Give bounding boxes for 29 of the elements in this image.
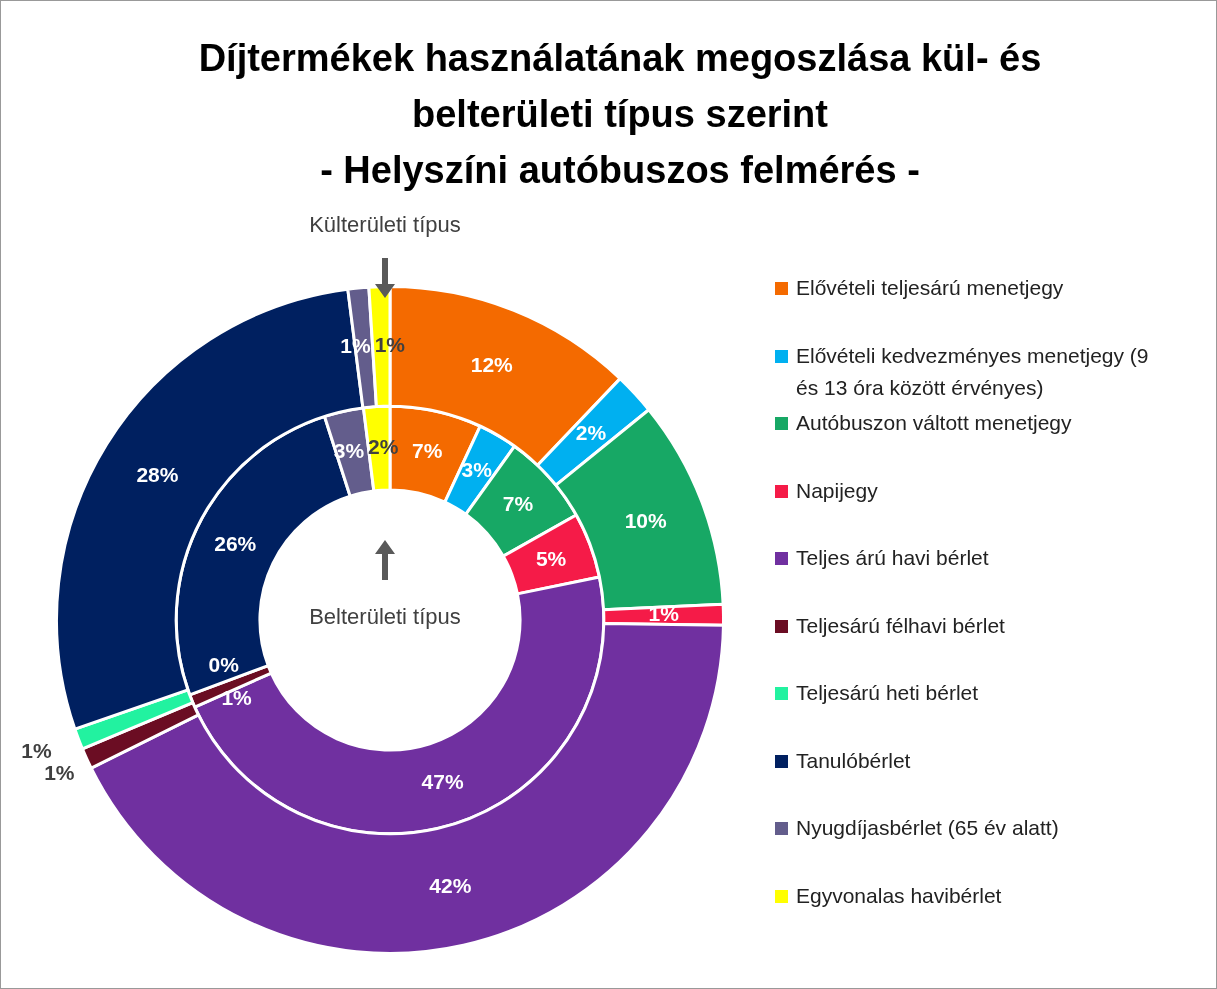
chart-subtitle: - Helyszíni autóbuszos felmérés - — [319, 148, 921, 193]
data-label: 5% — [535, 546, 567, 570]
data-label: 26% — [214, 531, 257, 555]
legend-label: Teljesárú félhavi bérlet — [796, 612, 1005, 639]
legend-label: Egyvonalas havibérlet — [796, 882, 1002, 909]
legend-label: Tanulóbérlet — [796, 747, 911, 774]
chart-title: Díjtermékek használatának megoszlása kül- és belterületi típus szerint — [197, 36, 1043, 137]
legend-label: Autóbuszon váltott menetjegy — [796, 410, 1072, 436]
data-label: 47% — [421, 770, 464, 794]
data-label: 1% — [374, 333, 406, 357]
legend-label: Elővételi kedvezményes menetjegy (9 és 13 óra között érvényes) — [796, 342, 1150, 401]
data-label: 3% — [461, 458, 493, 482]
data-label: 2% — [575, 421, 607, 445]
legend-label: Napijegy — [796, 477, 878, 504]
legend-label: Teljesárú heti bérlet — [796, 680, 979, 706]
data-label: 10% — [624, 509, 667, 533]
legend-label: Teljes árú havi bérlet — [796, 545, 989, 571]
text: 0% — [208, 652, 239, 676]
data-label: 1% — [21, 738, 52, 762]
legend-label: Nyugdíjasbérlet (65 év alatt) — [796, 815, 1059, 841]
data-label: 28% — [136, 462, 179, 486]
data-label: 7% — [502, 492, 534, 516]
slice-label: Külterületi típus — [309, 212, 461, 238]
slice-label: Belterületi típus — [309, 604, 461, 630]
legend-label: Elővételi teljesárú menetjegy — [796, 275, 1064, 301]
data-label: 42% — [429, 873, 472, 897]
data-label: 1% — [44, 760, 75, 784]
data-label: 12% — [470, 352, 514, 376]
data-label: 7% — [411, 438, 443, 462]
